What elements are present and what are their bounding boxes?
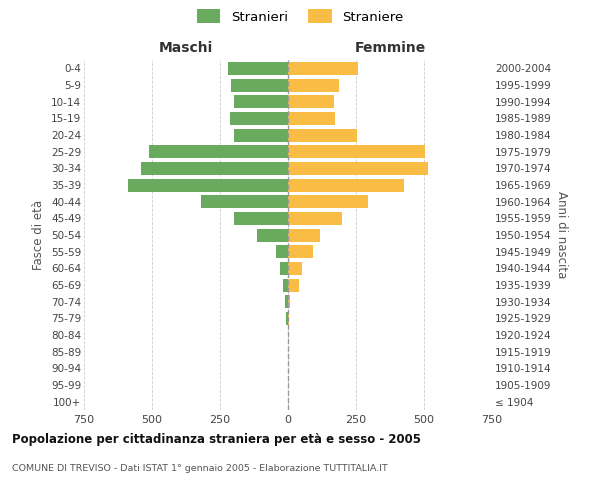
Bar bbox=[149, 145, 288, 158]
Bar bbox=[288, 62, 358, 75]
Bar bbox=[257, 228, 288, 241]
Bar bbox=[288, 262, 302, 275]
Bar bbox=[288, 128, 358, 141]
Bar bbox=[280, 262, 288, 275]
Bar bbox=[288, 212, 342, 225]
Bar bbox=[288, 178, 404, 192]
Legend: Stranieri, Straniere: Stranieri, Straniere bbox=[197, 9, 403, 24]
Text: Maschi: Maschi bbox=[159, 41, 213, 55]
Text: Femmine: Femmine bbox=[355, 41, 425, 55]
Bar bbox=[233, 212, 288, 225]
Bar bbox=[288, 112, 335, 125]
Bar bbox=[285, 295, 288, 308]
Bar bbox=[288, 78, 339, 92]
Bar bbox=[276, 245, 288, 258]
Bar bbox=[233, 95, 288, 108]
Bar bbox=[286, 312, 288, 325]
Bar bbox=[231, 78, 288, 92]
Bar bbox=[288, 145, 425, 158]
Bar bbox=[288, 95, 334, 108]
Bar bbox=[128, 178, 288, 192]
Y-axis label: Fasce di età: Fasce di età bbox=[32, 200, 46, 270]
Y-axis label: Anni di nascita: Anni di nascita bbox=[555, 192, 568, 278]
Bar bbox=[288, 228, 320, 241]
Bar bbox=[233, 128, 288, 141]
Bar bbox=[141, 162, 288, 175]
Bar bbox=[288, 312, 289, 325]
Bar bbox=[288, 295, 290, 308]
Bar bbox=[288, 278, 299, 291]
Text: Popolazione per cittadinanza straniera per età e sesso - 2005: Popolazione per cittadinanza straniera p… bbox=[12, 432, 421, 446]
Bar bbox=[283, 278, 288, 291]
Bar bbox=[288, 195, 368, 208]
Text: COMUNE DI TREVISO - Dati ISTAT 1° gennaio 2005 - Elaborazione TUTTITALIA.IT: COMUNE DI TREVISO - Dati ISTAT 1° gennai… bbox=[12, 464, 388, 473]
Bar bbox=[288, 245, 313, 258]
Bar bbox=[230, 112, 288, 125]
Bar bbox=[201, 195, 288, 208]
Bar bbox=[288, 162, 428, 175]
Bar bbox=[228, 62, 288, 75]
